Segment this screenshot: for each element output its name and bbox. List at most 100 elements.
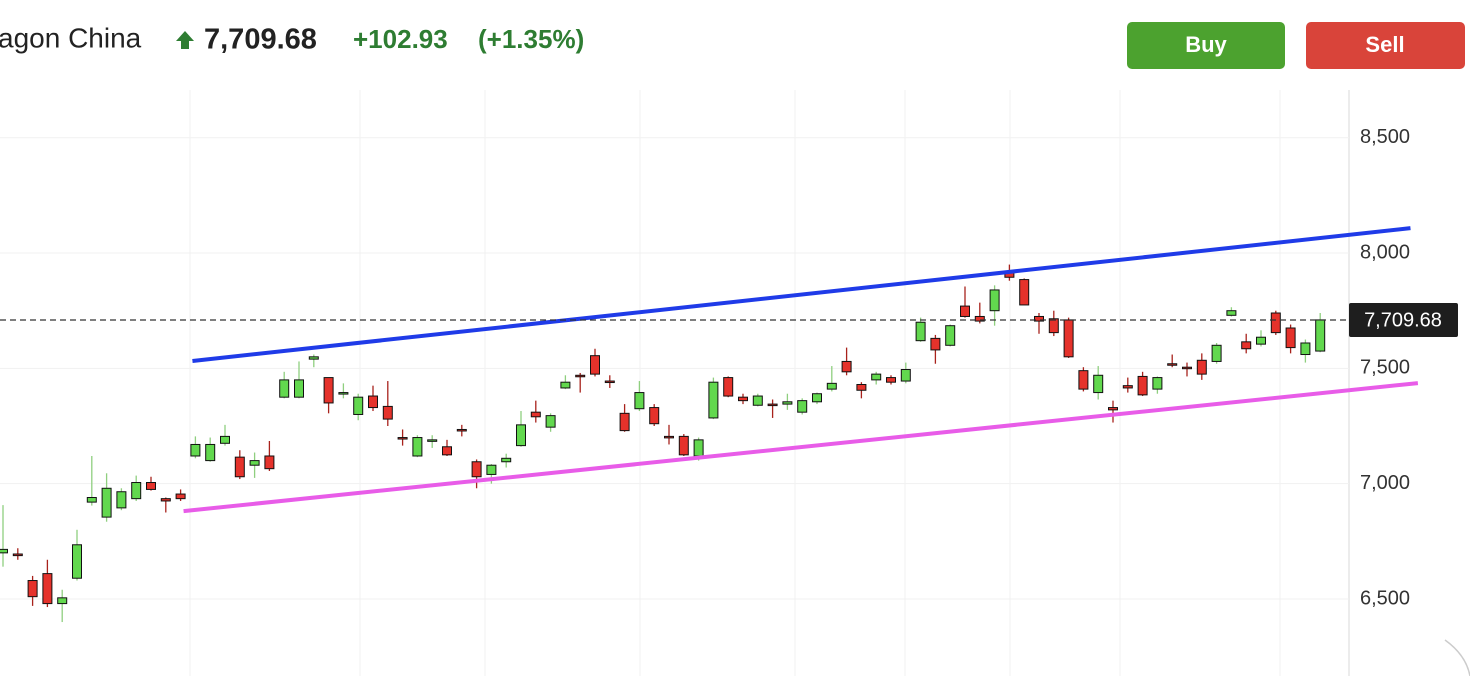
candle-body — [752, 395, 763, 406]
candle-body — [1196, 359, 1207, 375]
candle-body — [397, 437, 408, 440]
y-tick-label: 8,500 — [1360, 126, 1410, 148]
last-price-label: 7,709.68 — [1364, 309, 1442, 331]
candle-body — [856, 383, 867, 391]
buy-label[interactable]: Buy — [1185, 32, 1227, 57]
sell-button[interactable] — [1306, 22, 1465, 69]
price: 7,709.68 — [204, 24, 317, 56]
candle-body — [279, 379, 290, 398]
candle-body — [116, 491, 127, 509]
candle-body — [560, 381, 571, 389]
candle-body — [249, 460, 260, 466]
candle-body — [1063, 319, 1074, 358]
candle-body — [1108, 407, 1118, 411]
candle-body — [486, 464, 497, 475]
candle-body — [27, 580, 38, 598]
candle-body — [841, 360, 852, 373]
candle-body — [0, 548, 8, 554]
candle-body — [960, 305, 970, 317]
candle-body — [693, 439, 704, 457]
candle-body — [1241, 341, 1252, 350]
candle-body — [234, 456, 245, 478]
candle-body — [264, 455, 275, 470]
candle-body — [545, 415, 556, 428]
candle-body — [101, 487, 112, 518]
candle-body — [338, 392, 349, 395]
candle-body — [723, 377, 734, 397]
candle-body — [220, 435, 230, 444]
candle-body — [649, 407, 660, 425]
candle-body — [619, 412, 630, 432]
candle-body — [160, 498, 171, 502]
candle-body — [915, 321, 926, 342]
candle-body — [1182, 366, 1192, 370]
candle-body — [871, 373, 882, 381]
candle-body — [1211, 344, 1222, 362]
candle-body — [427, 439, 438, 442]
candle-body — [205, 443, 216, 462]
candle-body — [1270, 312, 1281, 334]
candle-body — [1167, 363, 1178, 366]
candle-body — [945, 325, 956, 346]
candle-body — [1226, 310, 1237, 316]
candle-body — [664, 435, 674, 439]
candle-body — [1122, 385, 1133, 389]
candle-body — [1300, 342, 1311, 356]
candle-body — [678, 435, 689, 456]
candle-body — [516, 424, 526, 447]
candle-body — [1137, 375, 1148, 396]
candle-body — [412, 437, 423, 457]
candle-body — [323, 377, 334, 404]
candle-body — [1048, 318, 1059, 334]
candle-body — [146, 482, 156, 490]
candle-body — [501, 457, 512, 463]
candle-body — [1152, 377, 1163, 390]
candle-body — [175, 493, 186, 500]
candle-body — [353, 396, 364, 415]
candle-body — [86, 497, 97, 503]
candle-body — [1078, 370, 1089, 390]
candle-body — [738, 396, 748, 402]
candle-body — [12, 553, 23, 557]
candle-body — [900, 369, 911, 382]
buy-button[interactable] — [1127, 22, 1285, 69]
candle-body — [1034, 315, 1044, 322]
candle-body — [989, 289, 1000, 312]
candle-body — [382, 405, 393, 420]
candle-body — [708, 381, 719, 419]
y-tick-label: 6,500 — [1360, 587, 1410, 609]
candle-body — [72, 544, 82, 579]
candle-body — [812, 393, 822, 403]
card-corner — [1444, 639, 1470, 677]
candle-body — [42, 573, 53, 605]
candle-body — [442, 446, 452, 456]
candle-body — [886, 377, 896, 383]
candle-body — [797, 400, 808, 413]
candle-body — [471, 461, 482, 478]
sell-label[interactable]: Sell — [1365, 32, 1404, 57]
candle-body — [604, 380, 615, 384]
candle-body — [131, 482, 142, 500]
change: +102.93 — [353, 24, 448, 54]
candle-body — [530, 411, 541, 418]
candle-body — [368, 395, 378, 409]
candle-body — [57, 597, 68, 605]
trendline — [192, 226, 1411, 363]
candle-body — [930, 337, 941, 351]
candle-body — [1019, 279, 1030, 306]
candle-body — [767, 403, 778, 407]
candle-body — [590, 355, 600, 375]
candle-body — [308, 356, 319, 360]
grid-x — [189, 90, 1281, 676]
candle-body — [1256, 336, 1266, 345]
y-tick-label: 7,500 — [1360, 357, 1410, 379]
candle-body — [974, 315, 985, 322]
trendline — [183, 381, 1419, 514]
change-pct: (+1.35%) — [478, 24, 584, 54]
candle-body — [294, 379, 304, 398]
up-arrow — [176, 31, 194, 49]
candle-body — [575, 374, 586, 378]
last-price-badge — [1349, 302, 1458, 337]
